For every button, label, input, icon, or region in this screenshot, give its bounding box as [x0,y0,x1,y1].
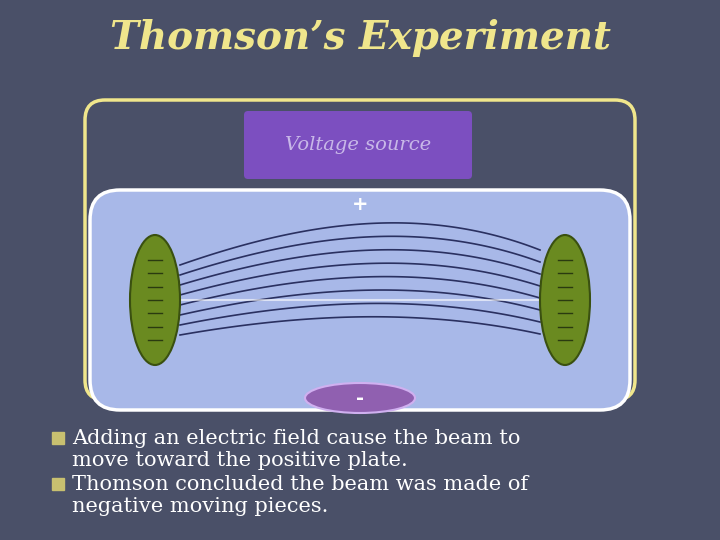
Text: Voltage source: Voltage source [285,136,431,154]
Text: +: + [352,195,368,214]
Ellipse shape [305,190,415,220]
Text: move toward the positive plate.: move toward the positive plate. [72,450,408,469]
Text: -: - [356,388,364,408]
Ellipse shape [130,235,180,365]
Text: Adding an electric field cause the beam to: Adding an electric field cause the beam … [72,429,521,449]
Ellipse shape [540,235,590,365]
Text: Thomson concluded the beam was made of: Thomson concluded the beam was made of [72,476,528,495]
FancyBboxPatch shape [90,190,630,410]
Bar [52,478,64,490]
FancyBboxPatch shape [244,111,472,179]
Ellipse shape [305,383,415,413]
Bar [52,432,64,444]
Text: Thomson’s Experiment: Thomson’s Experiment [109,19,611,57]
Text: negative moving pieces.: negative moving pieces. [72,496,328,516]
